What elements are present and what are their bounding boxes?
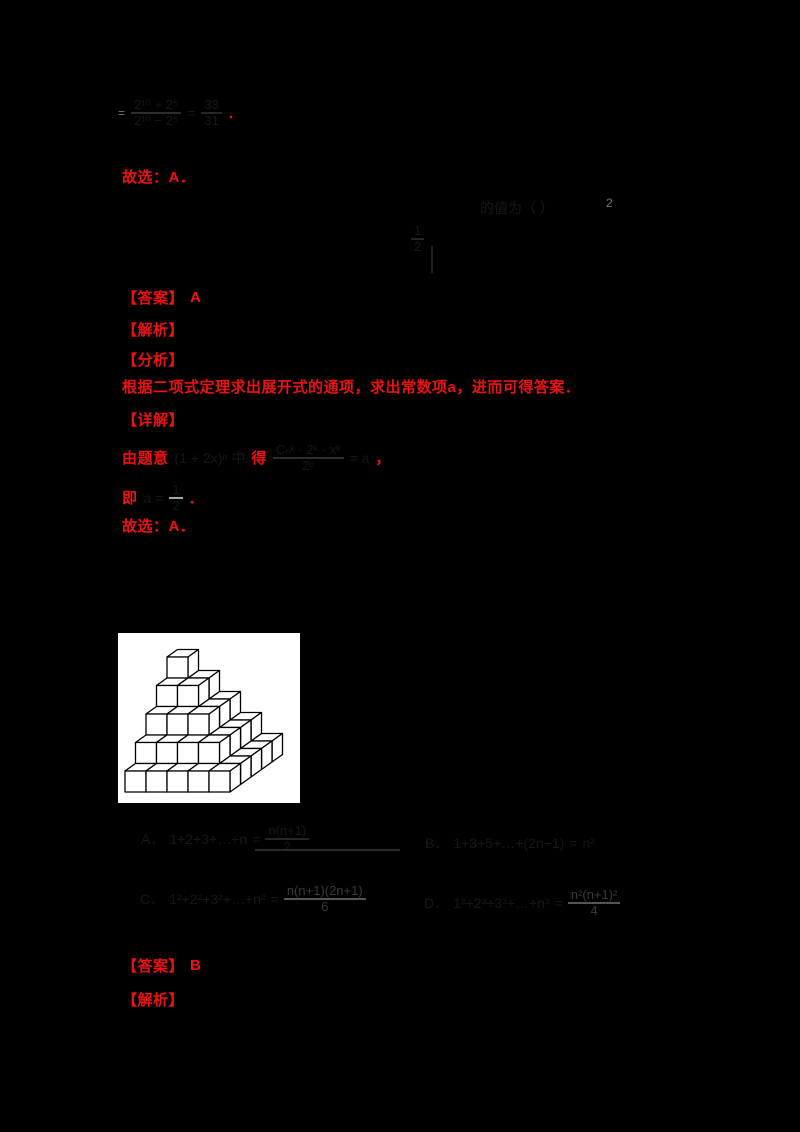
answer-line-1: 【答案】 A: [122, 287, 201, 308]
fraction-bar: [131, 111, 182, 114]
answer-label: 【答案】: [122, 290, 185, 307]
jiexi-label-2: 【解析】: [122, 992, 185, 1009]
xiangjie-label: 【详解】: [122, 412, 185, 429]
fraction-bar: [283, 897, 366, 900]
faint-stroke: [431, 246, 433, 273]
prev-solution-formula: = 2¹⁰ + 2⁵ 2¹⁰ − 2⁵ = 33 31 ．: [118, 98, 241, 127]
fraction: 33 31: [201, 98, 222, 127]
period-mark: ．: [188, 490, 205, 508]
choose-line-1: 故选：A．: [122, 518, 196, 535]
answer-line-2: 【答案】 B: [122, 955, 201, 976]
cube-stack-figure: [118, 633, 300, 803]
detail-mid: 得: [251, 450, 267, 468]
prev-choose-line: 故选：A．: [122, 169, 196, 186]
faint-rule: [255, 849, 400, 851]
conclude-line: 即 a = 1 2 ．: [122, 483, 204, 512]
option-d-fraction: n²(n+1)² 4: [567, 888, 621, 917]
fraction-bar: [169, 496, 183, 499]
conclude-lead: 即: [122, 490, 138, 508]
detail-fraction: Cₙᵏ · 2ᵏ · xᵏ 2ⁿ: [272, 443, 344, 472]
equals-sign: =: [118, 105, 126, 120]
period-mark: ．: [227, 106, 242, 122]
option-a: A． 1+2+3+…+n = n(n+1) 2: [141, 824, 310, 853]
detail-line: 由题意 (1 + 2x)ⁿ 中 得 Cₙᵏ · 2ᵏ · xᵏ 2ⁿ = a ，: [122, 443, 391, 472]
option-d: D． 1³+2³+3³+…+n³ = n²(n+1)² 4: [424, 888, 621, 917]
fenxi-label: 【分析】: [122, 352, 185, 369]
conclude-pre: a =: [143, 489, 164, 506]
answer-value: A: [190, 289, 202, 306]
fraction-bar: [201, 111, 222, 114]
detail-lead: 由题意: [122, 450, 169, 468]
option-c: C． 1²+2²+3²+…+n² = n(n+1)(2n+1) 6: [140, 884, 366, 913]
answer-value: B: [190, 957, 202, 974]
fraction-bar: [567, 901, 621, 904]
answer-label: 【答案】: [122, 958, 185, 975]
detail-formula-1: (1 + 2x)ⁿ 中: [174, 449, 246, 466]
fraction: 2¹⁰ + 2⁵ 2¹⁰ − 2⁵: [131, 98, 182, 127]
fraction-bar: [272, 456, 344, 459]
fraction-bar: [265, 837, 310, 840]
fraction-bar: [411, 237, 425, 240]
fenxi-text: 根据二项式定理求出展开式的通项，求出常数项a，进而可得答案．: [122, 379, 581, 396]
equals-sign: =: [187, 104, 196, 121]
question-superscript-hint: 2: [606, 196, 613, 210]
option-b: B． 1+3+5+…+(2n−1) = n²: [425, 835, 595, 851]
conclude-fraction: 1 2: [169, 483, 183, 512]
question-fraction: 1 2: [411, 224, 425, 253]
cube-pyramid-drawing: [124, 648, 284, 793]
option-a-fraction: n(n+1) 2: [265, 824, 310, 853]
detail-tail: = a: [349, 449, 370, 466]
question-stem-tail: 的值为（ ）: [480, 200, 554, 216]
jiexi-label-1: 【解析】: [122, 322, 185, 339]
option-c-fraction: n(n+1)(2n+1) 6: [283, 884, 366, 913]
comma-mark: ，: [375, 450, 391, 468]
